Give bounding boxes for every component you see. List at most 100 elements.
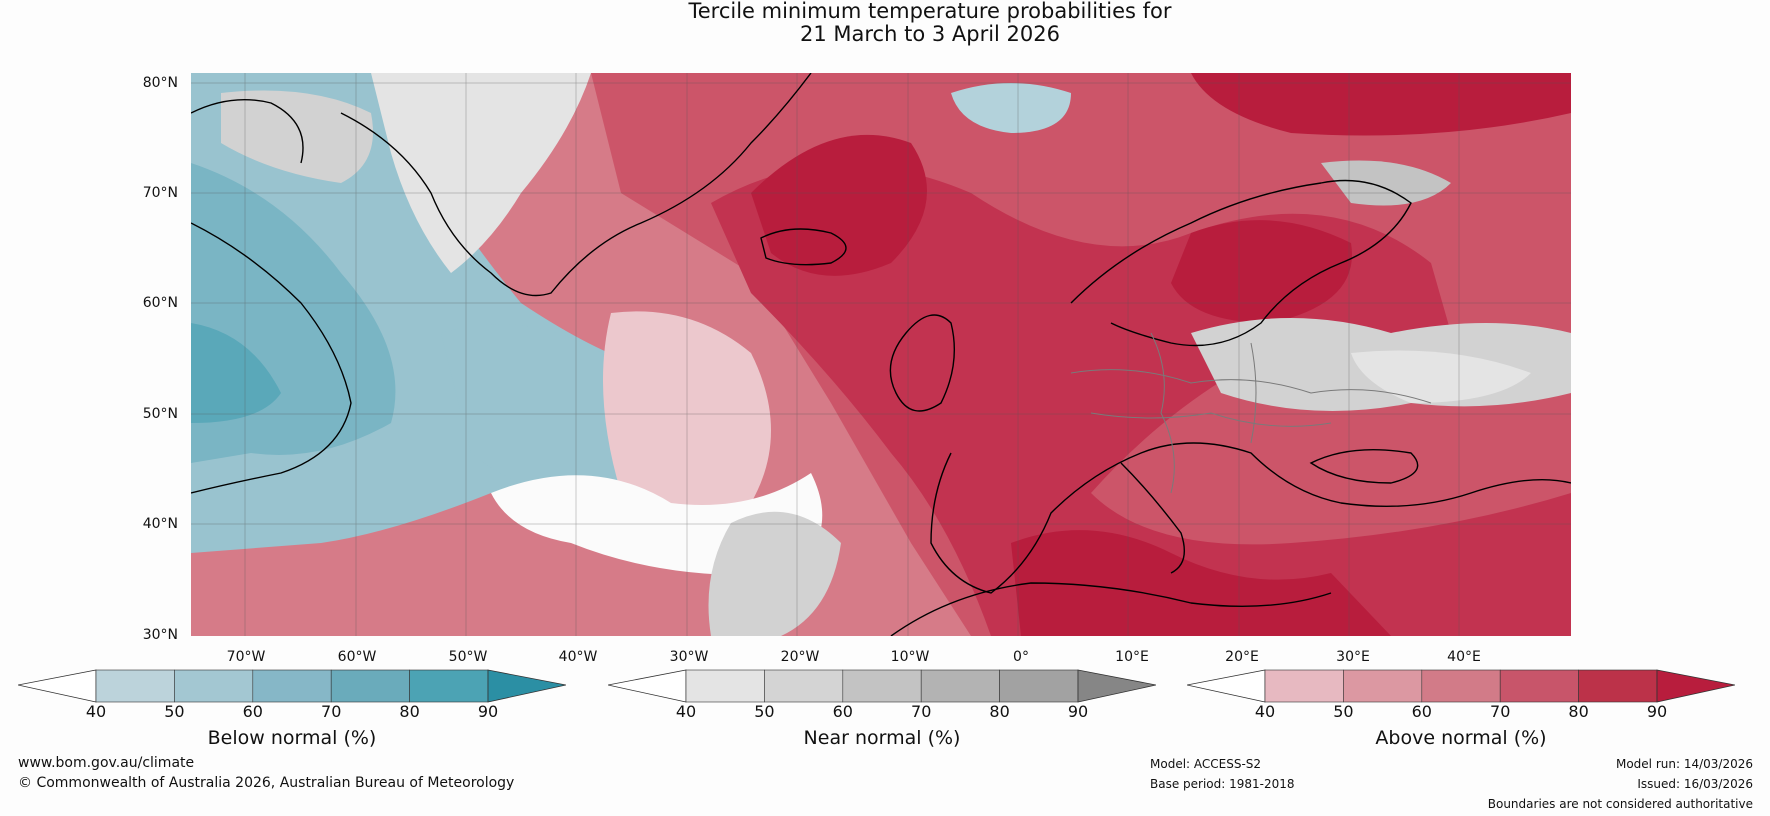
colorbar-above-low-extension [1187,669,1266,703]
lat-label-40: 40°N [142,516,178,532]
lon-label-0: 0° [1013,649,1029,665]
lat-label-30: 30°N [142,627,178,643]
region-north-grey [1321,160,1451,206]
lon-label-30w: 30°W [669,649,709,665]
lat-label-60: 60°N [142,295,178,311]
region-scandinavia-core [1171,220,1352,323]
region-central-atlantic-blue [441,324,647,495]
probability-map [191,73,1571,636]
copyright-text: © Commonwealth of Australia 2026, Austra… [18,775,515,791]
coast-scandinavia [1070,179,1412,347]
colorbar-above-title: Above normal (%) [1375,727,1547,749]
colorbar-near-tick: 80 [989,702,1010,721]
lon-label-50w: 50°W [448,649,488,665]
region-atlantic-blue-core [191,323,281,423]
colorbar-above-tick: 40 [1254,702,1276,721]
colorbar-above-tick: 50 [1333,702,1354,721]
colorbar-near-segment [685,669,765,703]
colorbar-near-tick: 50 [754,702,775,721]
lon-label-20e: 20°E [1225,649,1259,665]
colorbar-near-low-extension [608,669,687,703]
colorbar-near-tick: 60 [832,702,853,721]
coast-iceland [760,228,847,266]
title-line-2: 21 March to 3 April 2026 [800,22,1060,46]
colorbar-near-tick: 40 [675,702,697,721]
colorbar-below-tick: 50 [164,702,185,721]
colorbar-below-tick: 80 [399,702,420,721]
website-text: www.bom.gov.au/climate [18,755,195,771]
lon-label-30e: 30°E [1336,649,1370,665]
colorbar-above-segment [1421,669,1501,703]
colorbar-near-segment [764,669,844,703]
colorbar-below-tick: 40 [85,702,107,721]
colorbar-above-segment [1578,669,1658,703]
colorbar-near-segment [999,669,1079,703]
model-run-text: Model run: 14/03/2026 [1615,757,1753,771]
lat-label-50: 50°N [142,406,178,422]
colorbar-below-tick: 90 [477,702,499,721]
colorbar-below-segment [330,669,410,703]
region-russia-near [1351,350,1531,403]
colorbar-above-tick: 60 [1411,702,1432,721]
colorbar-near-segment [842,669,922,703]
coast-labrador [191,222,352,494]
region-norwegian-core [751,134,927,276]
lon-label-40e: 40°E [1447,649,1481,665]
region-mediterranean-core [1011,530,1391,636]
lon-label-10w: 10°W [890,649,930,665]
colorbar-below-tick: 70 [321,702,342,721]
lon-label-10e: 10°E [1115,649,1149,665]
region-baffin [221,90,373,183]
colorbar-above [1187,669,1735,703]
lon-label-60w: 60°W [337,649,377,665]
coast-black-sea [1309,448,1419,484]
colorbar-below-segment [174,669,254,703]
colorbar-below [18,669,566,703]
coastlines [191,73,1571,636]
region-canaries-near [708,511,841,636]
graticule [191,73,1571,636]
title-line-1: Tercile minimum temperature probabilitie… [688,0,1172,23]
region-core-europe [711,165,1571,636]
coast-africa [890,582,1332,636]
colorbar-above-segment [1499,669,1579,703]
map-svg [191,73,1571,636]
colorbar-below-segment [95,669,175,703]
colorbar-near-tick: 90 [1067,702,1089,721]
colorbar-above-segment [1343,669,1423,703]
coast-baffin [191,99,304,164]
colorbar-above-tick: 70 [1490,702,1511,721]
coast-greenland [340,73,812,297]
coast-europe [930,442,1571,594]
colorbar-near-tick: 70 [911,702,932,721]
region-svalbard-blue [951,83,1071,133]
model-text: Model: ACCESS-S2 [1150,757,1262,771]
colorbar-below-title: Below normal (%) [207,727,377,749]
disclaimer-text: Boundaries are not considered authoritat… [1487,797,1753,811]
map-title: Tercile minimum temperature probabilitie… [0,0,1770,46]
lon-label-40w: 40°W [558,649,598,665]
lon-label-20w: 20°W [780,649,820,665]
issued-text: Issued: 16/03/2026 [1637,777,1753,791]
colorbar-near [608,669,1156,703]
region-greenland-interior [371,73,591,273]
colorbar-below-tick: 60 [242,702,263,721]
colorbar-near-high-extension [1077,669,1156,703]
colorbar-above-high-extension [1656,669,1735,703]
colorbar-near-segment [920,669,1000,703]
coast-uk-ireland [889,314,955,412]
lon-label-70w: 70°W [226,649,266,665]
colorbar-below-high-extension [487,669,566,703]
colorbar-near-title: Near normal (%) [803,727,961,749]
lat-label-80: 80°N [142,75,178,91]
base-period-text: Base period: 1981-2018 [1150,777,1295,791]
colorbar-below-segment [409,669,489,703]
region-barents [1191,73,1571,136]
colorbar-above-tick: 80 [1568,702,1589,721]
colorbar-below-low-extension [18,669,97,703]
lat-label-70: 70°N [142,185,178,201]
colorbar-above-tick: 90 [1646,702,1668,721]
country-borders [1070,332,1432,494]
colorbar-above-segment [1264,669,1344,703]
coast-italy [1120,462,1185,574]
